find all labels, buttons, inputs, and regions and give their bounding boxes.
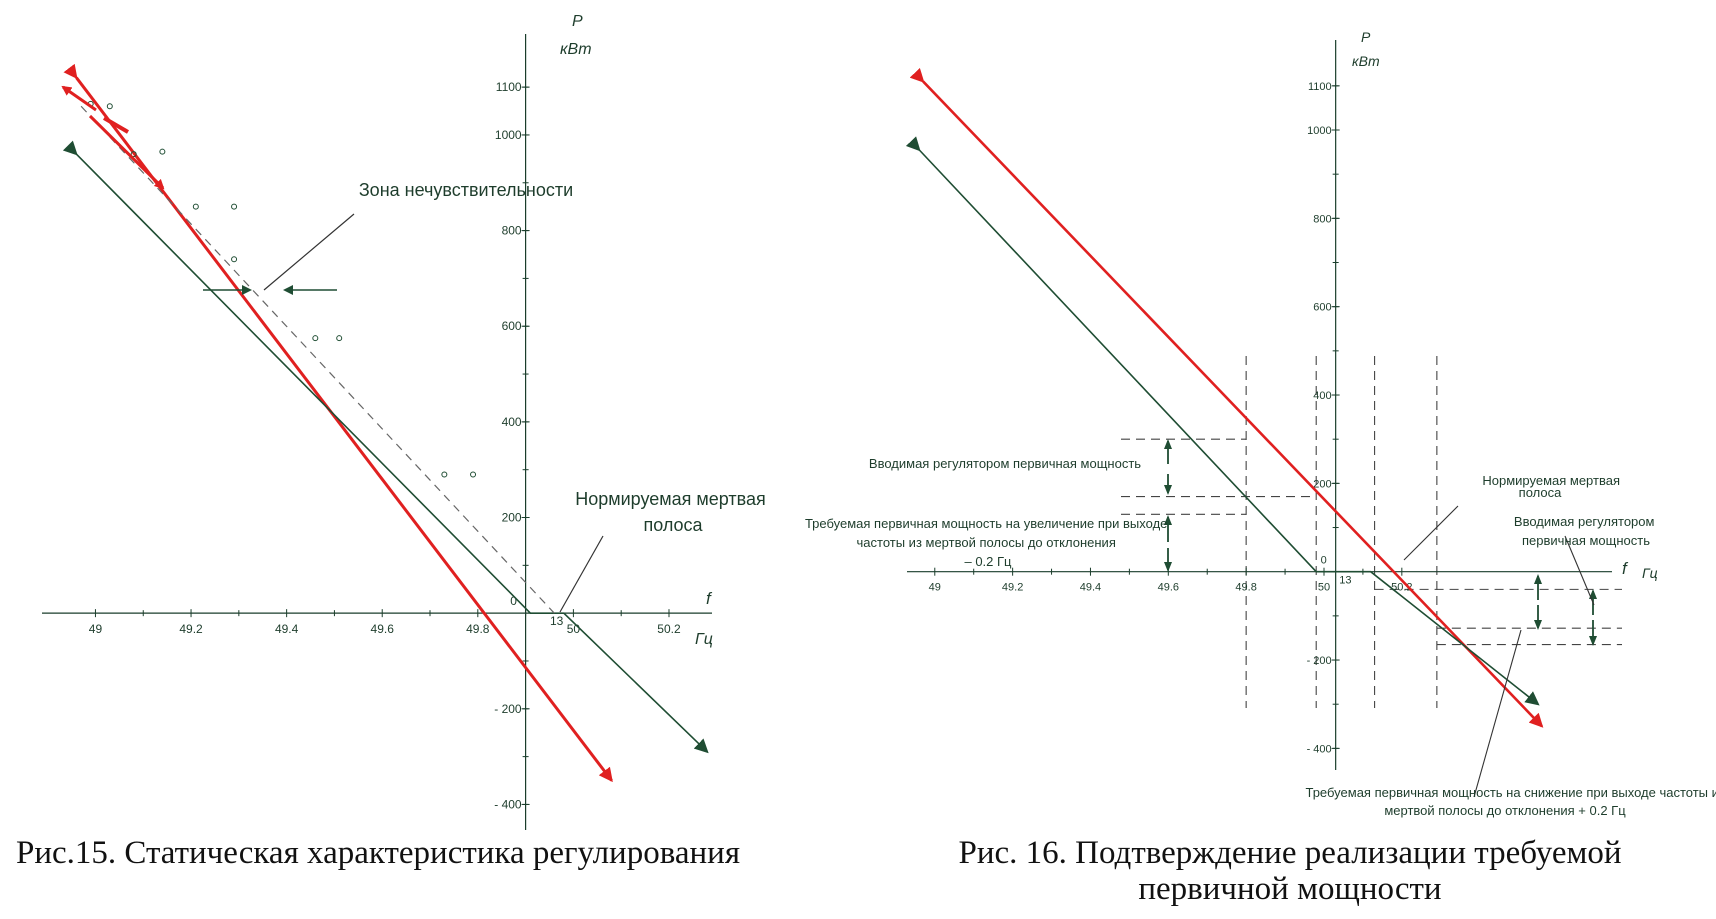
- dashed-series-line-2: [80, 105, 555, 614]
- x-tick-label: 50: [567, 622, 581, 636]
- power-span-arrows: [1164, 439, 1597, 646]
- x-tick-label: 49.8: [1235, 582, 1256, 594]
- x-tick-label: 49.2: [179, 622, 203, 636]
- x-tick-label: 49: [89, 622, 103, 636]
- x-axis-unit: Гц: [695, 631, 713, 648]
- x-tick-label: 49.6: [371, 622, 395, 636]
- x-tick-label: 49: [929, 582, 941, 594]
- annotation-required-increase-line3: – 0.2 Гц: [964, 554, 1012, 569]
- y-tick-label: 1100: [496, 80, 522, 94]
- y-tick-label: 800: [1313, 213, 1331, 225]
- chart2-guides: [1121, 356, 1622, 708]
- y-tick-label: 1100: [1308, 81, 1332, 93]
- deadband-leader-line: [559, 535, 604, 613]
- figure-16-caption: Рис. 16. Подтверждение реализации требуе…: [958, 835, 1622, 908]
- data-point: [231, 256, 238, 263]
- x-axis-label: f: [1622, 559, 1629, 578]
- y-tick-label: 600: [502, 319, 522, 333]
- small-direction-arrows: [61, 85, 165, 190]
- arrow-down-right-icon: [88, 114, 165, 190]
- annotation-required-increase: Требуемая первичная мощность на увеличен…: [805, 516, 1171, 569]
- x-tick-label: 49.2: [1002, 582, 1023, 594]
- y-tick-label: - 400: [494, 797, 522, 811]
- data-point: [192, 203, 199, 210]
- y-axis-label: P: [1361, 29, 1371, 45]
- annotation-required-increase-line2: частоты из мертвой полосы до отклонения: [857, 535, 1116, 550]
- arrow-segment: [102, 116, 130, 134]
- red-series-line-0: [909, 67, 1544, 728]
- annotation-deadband-right-line2: полоса: [1519, 485, 1562, 500]
- x-tick-label: 49.8: [466, 622, 490, 636]
- annotation-regulator-power-right: Вводимая регулятором первичная мощность: [1514, 514, 1658, 548]
- chart2-series: [905, 67, 1544, 728]
- annotation-required-decrease: Требуемая первичная мощность на снижение…: [1305, 785, 1716, 818]
- marker-label: 13: [1339, 575, 1351, 587]
- y-axis-label: P: [572, 13, 583, 30]
- deadzone-leader-line: [263, 213, 355, 291]
- x-tick-label: 49.4: [275, 622, 299, 636]
- annotation-required-increase-line1: Требуемая первичная мощность на увеличен…: [805, 516, 1167, 531]
- annotation-deadband-right-line1: Нормируемая мертвая: [1482, 473, 1620, 488]
- chart1-series: [62, 63, 709, 783]
- data-point: [130, 151, 137, 158]
- y-tick-label: - 200: [494, 702, 522, 716]
- annotation-regulator-power-right-line1: Вводимая регулятором: [1514, 514, 1655, 529]
- x-axis-label: f: [706, 589, 713, 608]
- annotation-required-decrease-line2: мертвой полосы до отклонения + 0.2 Гц: [1384, 803, 1626, 818]
- y-tick-label: 400: [1313, 390, 1331, 402]
- deadzone-indicator: [203, 213, 604, 613]
- y-axis-unit: кВт: [560, 41, 592, 58]
- data-point: [470, 471, 477, 478]
- figure-15-caption: Рис.15. Статическая характеристика регул…: [16, 835, 741, 871]
- x-tick-label: 49.6: [1158, 582, 1179, 594]
- y-axis-unit: кВт: [1352, 53, 1380, 69]
- green-series-line-1: [905, 136, 1540, 706]
- marker-label: 13: [550, 614, 564, 628]
- data-point: [159, 148, 166, 155]
- chart2-leaders: [1403, 505, 1595, 798]
- annotation-deadband-right: Нормируемая мертвая полоса: [1482, 473, 1623, 500]
- chart-primary-power-confirmation: 49 49.2 49.4 49.6 49.8 50 50.21100100080060040…: [805, 29, 1716, 818]
- y-tick-label: 600: [1313, 302, 1331, 314]
- chart1-axes: 49 49.2 49.4 49.6 49.8 50 50.2 1100 1000 800 600 40…: [42, 34, 712, 830]
- data-point: [441, 471, 448, 478]
- annotation-regulator-power-left: Вводимая регулятором первичная мощность: [869, 456, 1141, 471]
- x-tick-label: 50.2: [657, 622, 681, 636]
- green-series-line-1: [62, 140, 709, 754]
- arrow-up-left-icon: [61, 85, 97, 112]
- y-tick-label: - 400: [1307, 743, 1332, 755]
- y-tick-label: 1000: [1307, 125, 1331, 137]
- annotation-deadband-line1: Нормируемая мертвая: [575, 489, 766, 509]
- data-point: [312, 335, 319, 342]
- y-tick-label: - 200: [1307, 655, 1332, 667]
- required-decrease-leader: [1473, 629, 1522, 798]
- data-point: [231, 203, 238, 210]
- y-tick-label: 400: [502, 415, 522, 429]
- chart-static-characteristic: 49 49.2 49.4 49.6 49.8 50 50.2 1100 1000 800 600 40…: [42, 13, 771, 830]
- y-tick-label: 800: [502, 224, 522, 238]
- origin-label: 0: [1321, 555, 1327, 567]
- chart1-scatter: [87, 100, 477, 478]
- annotation-required-decrease-line1: Требуемая первичная мощность на снижение…: [1305, 785, 1716, 800]
- x-tick-label: 49.4: [1080, 582, 1101, 594]
- x-axis-unit: Гц: [1642, 565, 1658, 581]
- annotation-deadband: Нормируемая мертвая полоса: [575, 489, 771, 535]
- annotation-regulator-power-right-line2: первичная мощность: [1522, 533, 1650, 548]
- data-point: [106, 103, 113, 110]
- y-tick-label: 1000: [495, 128, 522, 142]
- annotation-deadzone: Зона нечувствительности: [359, 180, 573, 200]
- x-tick-label: 50: [1318, 582, 1330, 594]
- chart2-axes: 49 49.2 49.4 49.6 49.8 50 50.21100100080060040…: [907, 40, 1612, 770]
- regulator-power-leader: [1564, 535, 1595, 606]
- data-point: [336, 335, 343, 342]
- deadband-leader: [1403, 505, 1459, 561]
- y-tick-label: 200: [1313, 478, 1331, 490]
- y-tick-label: 200: [502, 511, 522, 525]
- annotation-deadband-line2: полоса: [643, 515, 703, 535]
